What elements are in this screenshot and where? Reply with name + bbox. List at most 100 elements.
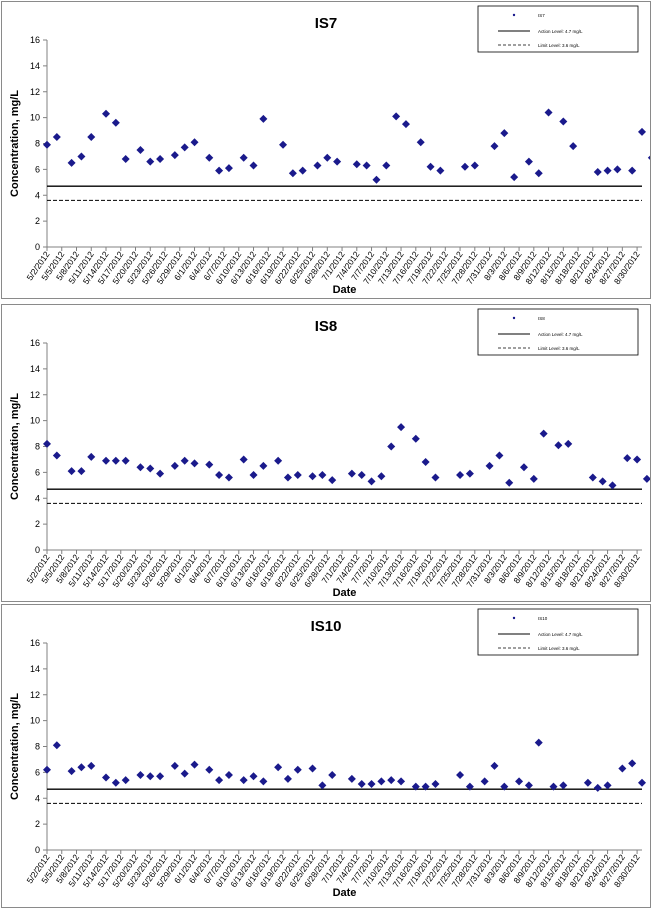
data-point — [333, 157, 342, 166]
data-point — [224, 164, 233, 173]
data-point — [421, 782, 430, 791]
data-point — [293, 765, 302, 774]
y-tick-label: 10 — [30, 716, 40, 726]
y-tick-label: 16 — [30, 638, 40, 648]
data-point — [274, 456, 283, 465]
data-point — [328, 770, 337, 779]
y-axis-label: Concentration, mg/L — [9, 693, 21, 800]
legend-series-label: IS8 — [538, 316, 545, 321]
data-point — [43, 439, 51, 448]
data-point — [347, 469, 356, 478]
data-point — [308, 764, 317, 773]
data-point — [180, 769, 189, 778]
data-point — [357, 780, 366, 789]
data-point — [411, 782, 420, 791]
data-point — [136, 145, 145, 154]
data-point — [43, 140, 51, 149]
data-point — [554, 441, 563, 450]
data-point — [111, 118, 120, 127]
data-point — [52, 451, 61, 460]
data-point — [401, 120, 410, 129]
y-tick-label: 12 — [30, 690, 40, 700]
legend-limit-label: Limit Level: 3.6 mg/L — [538, 646, 580, 651]
data-point — [426, 162, 435, 171]
data-point — [298, 166, 307, 175]
y-axis-label: Concentration, mg/L — [9, 393, 21, 500]
data-point — [490, 761, 499, 770]
data-point — [156, 772, 165, 781]
data-point — [283, 774, 292, 783]
data-point — [460, 162, 469, 171]
chart-panel-is7: IS7 0 2 4 6 8 10 12 14 16 Concentration, mg/L 5/2/2… — [1, 1, 651, 299]
data-point — [564, 439, 573, 448]
data-point — [515, 777, 524, 786]
data-point — [279, 140, 288, 149]
x-axis-label: Date — [333, 887, 357, 899]
legend-marker — [512, 316, 516, 320]
y-tick-label: 6 — [35, 164, 40, 174]
data-point — [588, 473, 597, 482]
data-point — [318, 781, 327, 790]
data-point — [367, 780, 376, 789]
data-point — [111, 778, 120, 787]
data-point — [485, 461, 494, 470]
y-tick-label: 2 — [35, 216, 40, 226]
data-point — [215, 776, 224, 785]
data-point — [190, 760, 199, 769]
data-point — [411, 434, 420, 443]
legend-marker — [512, 13, 516, 17]
y-tick-label: 4 — [35, 190, 40, 200]
data-point — [102, 773, 111, 782]
chart-title: IS7 — [315, 15, 338, 32]
data-point — [136, 770, 145, 779]
data-point — [480, 777, 489, 786]
data-point — [328, 476, 337, 485]
legend: IS10 Action Level: 4.7 mg/L Limit Level: 3… — [477, 608, 639, 656]
data-point — [549, 782, 558, 791]
data-point — [357, 470, 366, 479]
legend: IS7 Action Level: 4.7 mg/L Limit Level: 3.… — [477, 5, 639, 53]
data-point — [524, 157, 533, 166]
data-point — [205, 765, 214, 774]
y-tick-label: 0 — [35, 242, 40, 252]
data-point — [638, 778, 646, 787]
data-point — [377, 472, 386, 481]
y-tick-label: 8 — [35, 139, 40, 149]
y-tick-label: 14 — [30, 664, 40, 674]
y-tick-label: 2 — [35, 519, 40, 529]
data-point — [603, 166, 612, 175]
data-point — [431, 780, 440, 789]
data-point — [259, 114, 268, 123]
data-point — [77, 467, 86, 476]
data-point — [382, 161, 391, 170]
data-point — [534, 738, 543, 747]
data-point — [638, 127, 646, 136]
data-point — [308, 472, 317, 481]
data-point — [313, 161, 322, 170]
data-point — [377, 777, 386, 786]
data-point — [318, 470, 327, 479]
data-point — [239, 776, 248, 785]
y-tick-label: 14 — [30, 364, 40, 374]
y-tick-label: 0 — [35, 545, 40, 555]
data-point — [544, 108, 553, 117]
y-tick-label: 6 — [35, 467, 40, 477]
data-point — [623, 454, 632, 463]
data-point — [347, 774, 356, 783]
data-point — [613, 165, 622, 174]
data-point — [608, 481, 617, 490]
data-point — [431, 473, 440, 482]
data-point — [190, 459, 199, 468]
data-point — [642, 474, 650, 483]
y-tick-label: 4 — [35, 793, 40, 803]
data-point — [249, 470, 258, 479]
legend-action-label: Action Level: 4.7 mg/L — [538, 332, 583, 337]
data-point — [156, 469, 165, 478]
data-point — [87, 133, 96, 142]
data-point — [367, 477, 376, 486]
data-point — [170, 151, 179, 160]
data-point — [170, 761, 179, 770]
data-point — [224, 473, 233, 482]
legend-action-label: Action Level: 4.7 mg/L — [538, 29, 583, 34]
